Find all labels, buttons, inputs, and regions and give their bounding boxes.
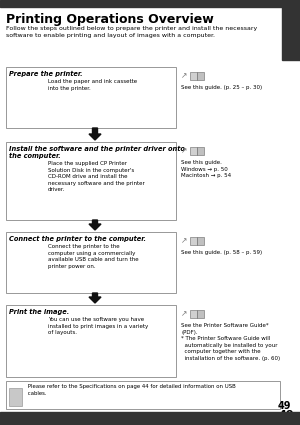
Text: Load the paper and ink cassette
into the printer.: Load the paper and ink cassette into the… <box>48 79 137 91</box>
Bar <box>6 381 280 409</box>
Text: Please refer to the Specifications on page 44 for detailed information on USB
 c: Please refer to the Specifications on pa… <box>26 384 236 396</box>
Bar <box>197 72 204 80</box>
Bar <box>190 310 197 318</box>
Text: See the Printer Software Guide*
(PDF).
* The Printer Software Guide will
  autom: See the Printer Software Guide* (PDF). *… <box>181 323 280 361</box>
Bar <box>6 142 176 220</box>
Bar <box>6 67 176 128</box>
Text: Prepare the printer.: Prepare the printer. <box>9 71 82 77</box>
Text: See this guide. (p. 58 – p. 59): See this guide. (p. 58 – p. 59) <box>181 250 262 255</box>
Bar <box>197 310 204 318</box>
Text: See this guide.
Windows → p. 50
Macintosh → p. 54: See this guide. Windows → p. 50 Macintos… <box>181 160 231 178</box>
Text: Follow the steps outlined below to prepare the printer and install the necessary: Follow the steps outlined below to prepa… <box>6 26 257 37</box>
Bar <box>190 72 197 80</box>
FancyArrow shape <box>89 293 101 303</box>
Text: Print the image.: Print the image. <box>9 309 69 315</box>
Bar <box>0 412 300 425</box>
Text: Connect the printer to the
computer using a commercially
available USB cable and: Connect the printer to the computer usin… <box>48 244 139 269</box>
Bar <box>0 0 300 7</box>
Text: Printing Operations Overview: Printing Operations Overview <box>6 13 214 26</box>
Text: Place the supplied CP Printer
Solution Disk in the computer's
CD-ROM drive and i: Place the supplied CP Printer Solution D… <box>48 161 145 192</box>
Bar <box>282 7 300 60</box>
Text: Install the software and the printer driver onto: Install the software and the printer dri… <box>9 146 185 152</box>
Bar <box>190 147 197 155</box>
Bar <box>6 305 176 377</box>
Text: ↗: ↗ <box>181 309 188 318</box>
Text: You can use the software you have
installed to print images in a variety
of layo: You can use the software you have instal… <box>48 317 148 335</box>
Bar <box>6 232 176 293</box>
Text: ↗: ↗ <box>181 236 188 245</box>
FancyArrow shape <box>89 220 101 230</box>
FancyArrow shape <box>89 128 101 140</box>
Text: ↗: ↗ <box>181 146 188 155</box>
Bar <box>190 237 197 245</box>
Bar <box>197 237 204 245</box>
Text: Connect the printer to the computer.: Connect the printer to the computer. <box>9 236 146 242</box>
Text: 49: 49 <box>278 410 294 420</box>
Text: 49: 49 <box>278 401 291 411</box>
Text: See this guide. (p. 25 – p. 30): See this guide. (p. 25 – p. 30) <box>181 85 262 90</box>
Text: the computer.: the computer. <box>9 153 61 159</box>
Text: ↗: ↗ <box>181 71 188 80</box>
Bar <box>9 388 22 406</box>
Bar <box>197 147 204 155</box>
